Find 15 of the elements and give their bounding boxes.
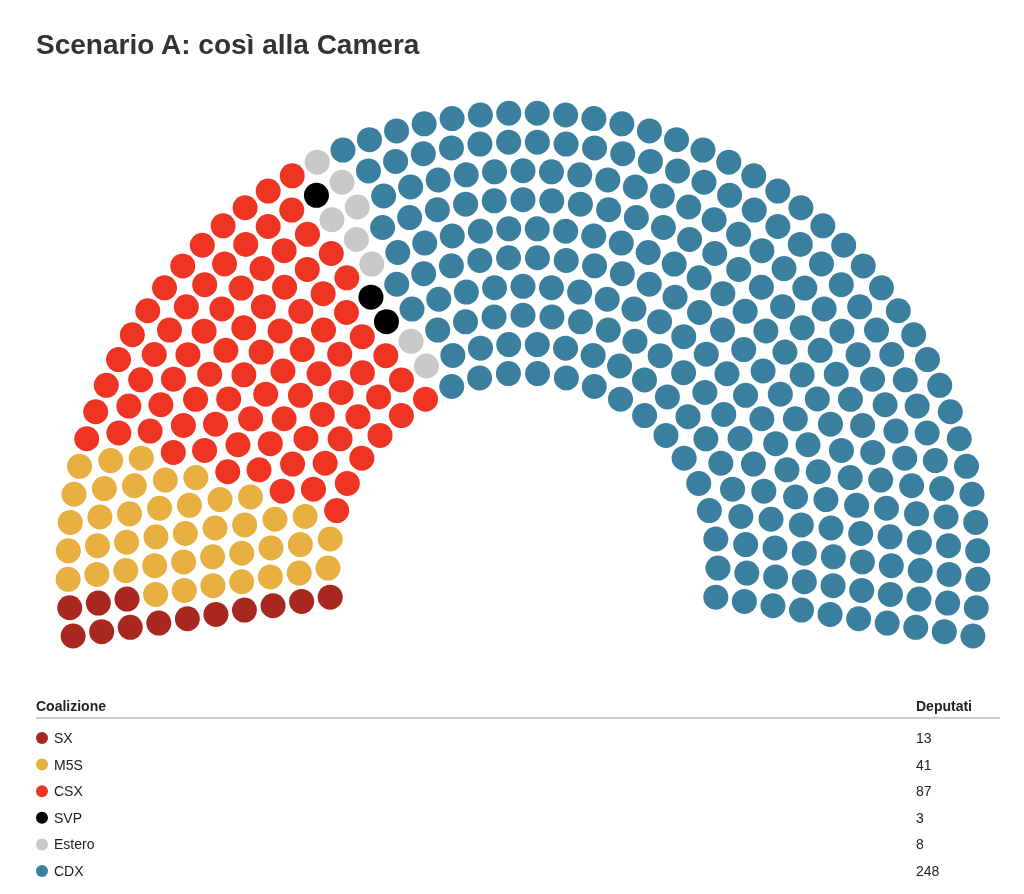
data-label: 3	[916, 809, 924, 826]
data-label: 41	[916, 756, 932, 773]
category-label: Estero	[54, 836, 95, 853]
data-label: 87	[916, 783, 932, 800]
category-label: SVP	[54, 809, 83, 826]
text: Deputati	[916, 698, 972, 714]
data-label: 13	[916, 730, 932, 746]
category-label: SX	[54, 730, 74, 746]
category-label: CDX	[54, 863, 85, 879]
data-label: 8	[916, 836, 924, 853]
data-label: 248	[916, 863, 940, 879]
category-label: M5S	[54, 756, 83, 773]
legend-title: Coalizione	[36, 698, 107, 714]
category-label: CSX	[54, 783, 84, 800]
text: Scenario A: così alla Camera	[36, 29, 420, 60]
